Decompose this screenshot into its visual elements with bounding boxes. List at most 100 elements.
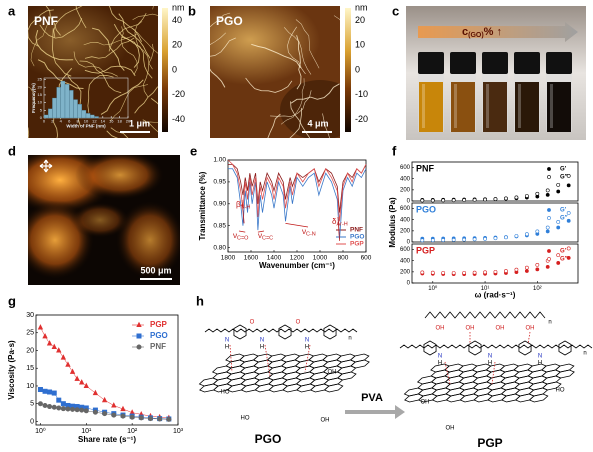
annotation-symbol: ν (233, 231, 237, 240)
legend-marker (136, 333, 142, 339)
y-tick-label: 15 (38, 92, 43, 97)
fiber (132, 13, 158, 21)
marker (101, 396, 108, 403)
fiber (87, 74, 114, 113)
marker (65, 361, 71, 367)
hydrogen-bond (527, 331, 531, 345)
ring (234, 325, 246, 339)
x-tick-label: 18 (117, 119, 122, 124)
marker (56, 347, 62, 353)
marker (37, 401, 43, 407)
marker (37, 324, 44, 330)
marker (83, 408, 89, 414)
fiber (210, 32, 226, 45)
x-axis-label: ω (rad·s⁻¹) (475, 291, 516, 300)
x-tick-label: 20 (126, 119, 131, 124)
marker (535, 191, 540, 196)
vial-cap (450, 52, 476, 74)
marker (535, 229, 540, 234)
y-axis-label: Frequency(%) (31, 83, 36, 113)
atom-label: H (488, 361, 492, 367)
image-title: PGO (216, 14, 243, 28)
fiber (290, 83, 340, 104)
marker (535, 267, 540, 272)
atom-label: H (260, 345, 264, 351)
y-tick-label: 0 (30, 418, 34, 425)
marker (493, 236, 498, 241)
marker (51, 343, 57, 349)
histogram-bar (43, 114, 49, 119)
marker (129, 414, 135, 420)
x-tick-label: 4 (60, 119, 63, 124)
ring (295, 384, 318, 392)
y-axis-label: Modulus (Pa) (388, 197, 397, 248)
annotation-subscript: C=C (262, 236, 273, 242)
colorbar-tick-label: -40 (172, 114, 185, 124)
marker (451, 237, 456, 242)
marker (556, 189, 561, 194)
fiber (210, 68, 226, 88)
colorbar-tick-label: -20 (172, 89, 185, 99)
peak-annotation: νC-N (302, 227, 316, 238)
y-tick-label: 0.95 (213, 179, 226, 186)
ring (198, 384, 221, 392)
annotation-symbol: ν (258, 231, 262, 240)
hydrogen-bond (264, 344, 271, 377)
chemical-diagram (191, 311, 593, 402)
y-tick-label: 25 (38, 77, 43, 82)
vial-shine (486, 84, 489, 128)
y-axis-label: Viscosity (Pa·s) (7, 340, 16, 400)
marker (60, 406, 66, 412)
fiber (287, 26, 306, 75)
marker (545, 192, 550, 197)
fiber (280, 78, 305, 125)
colorbar-tick-label: 10 (355, 40, 365, 50)
x-tick-label: 14 (101, 119, 106, 124)
y-tick-label: 400 (400, 176, 411, 182)
legend-marker (547, 257, 551, 261)
peak-annotation: νC=O (233, 231, 249, 242)
ring (444, 394, 467, 402)
afm-image (210, 6, 340, 138)
histogram-bar (94, 116, 99, 119)
atom-label: n (548, 320, 551, 326)
y-tick-label: 600 (400, 165, 411, 171)
legend-marker (547, 167, 551, 171)
ring (424, 341, 436, 355)
fiber (37, 59, 84, 89)
y-tick-label: 600 (400, 247, 411, 253)
colorbar-tick-label: 20 (355, 15, 365, 25)
atom-label: HO (221, 390, 230, 396)
marker (472, 270, 477, 275)
marker (56, 397, 62, 403)
y-tick-label: 20 (38, 84, 43, 89)
marker (566, 256, 571, 260)
marker (556, 253, 561, 258)
fiber (100, 79, 144, 115)
fiber (322, 113, 330, 138)
histogram-bar (56, 87, 61, 119)
atom-label: OH (421, 400, 430, 406)
marker (524, 265, 529, 270)
colorbar (345, 8, 351, 132)
legend-label: G′ (560, 208, 567, 214)
marker (79, 407, 85, 413)
marker (47, 389, 53, 395)
vial-liquid (515, 82, 539, 132)
atom-label: H (538, 361, 542, 367)
fiber (84, 65, 136, 77)
histogram-bar (73, 99, 78, 119)
plot-frame (411, 243, 579, 284)
colorbar (162, 8, 168, 132)
fiber (83, 33, 137, 46)
fiber (270, 90, 312, 117)
y-tick-label: 0 (407, 240, 411, 246)
marker (462, 198, 467, 203)
panel-label: d (8, 143, 16, 158)
marker (493, 197, 498, 202)
marker (566, 174, 571, 178)
atom-label: H (438, 361, 442, 367)
x-tick-label: 2 (51, 119, 54, 124)
marker (420, 270, 425, 275)
marker (42, 332, 48, 339)
